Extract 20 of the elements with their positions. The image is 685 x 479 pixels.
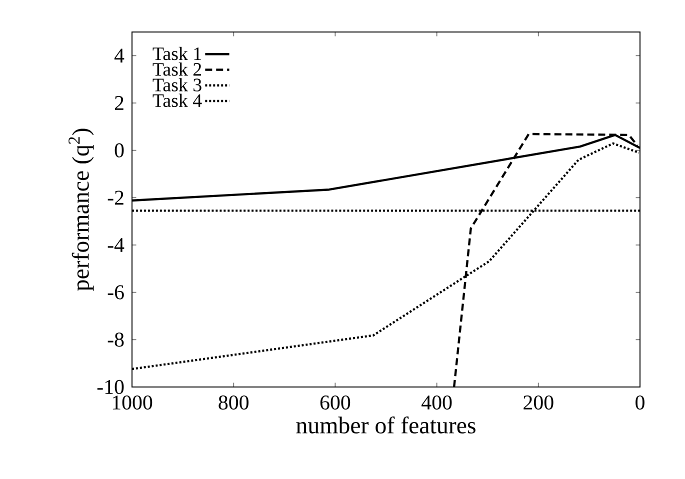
x-tick-label: 0: [636, 395, 644, 410]
y-tick-label: -6: [108, 285, 124, 300]
y-tick-label: -10: [97, 380, 124, 394]
y-tick-label: -2: [108, 190, 124, 205]
y-tick-label: 4: [114, 48, 124, 63]
y-tick-label: -8: [108, 332, 124, 347]
y-axis-title: performance (q$^{2}$): [68, 128, 94, 291]
legend-label: Task 2: [152, 62, 202, 76]
x-tick-label: 400: [422, 395, 452, 410]
y-tick-label: -4: [108, 238, 124, 252]
x-axis-title: number of features: [296, 416, 476, 434]
x-tick-label: 600: [320, 395, 350, 410]
legend-label: Task 4: [152, 94, 202, 108]
legend-label: Task 1: [152, 46, 201, 60]
legend-label: Task 3: [152, 78, 202, 92]
x-tick-label: 800: [218, 395, 249, 410]
y-tick-label: 2: [114, 96, 124, 110]
x-tick-label: 1000: [112, 395, 152, 410]
y-tick-label: 0: [114, 143, 124, 158]
x-tick-label: 200: [524, 395, 554, 410]
